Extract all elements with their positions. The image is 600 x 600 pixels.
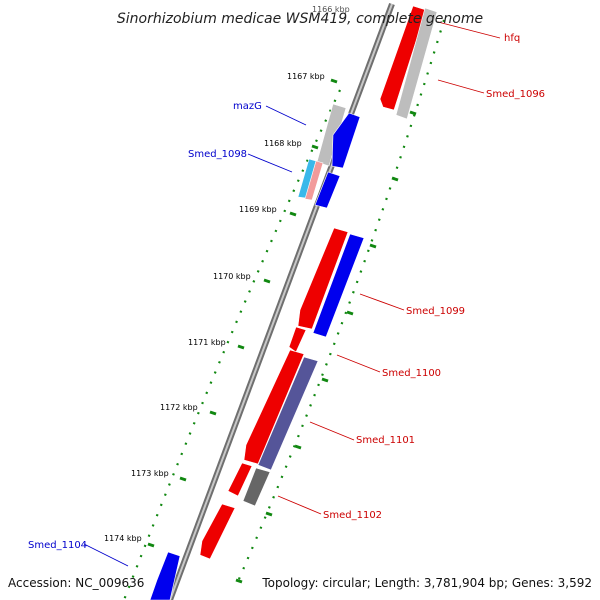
outer-tick-ring: [234, 19, 446, 587]
topology-text: Topology: circular; Length: 3,781,904 bp…: [261, 576, 592, 590]
gene-features: [149, 5, 438, 600]
kbp-label-1167: 1167 kbp: [287, 72, 325, 81]
gene-red-lower[interactable]: [199, 503, 236, 560]
gene-smed-1104[interactable]: [149, 551, 181, 600]
gene-pink[interactable]: [304, 160, 324, 201]
inner-tick-ring: [122, 89, 341, 600]
gene-smed-1100[interactable]: [288, 326, 307, 353]
inner-major-ticks: [147, 78, 338, 548]
gene-smed-1101b[interactable]: [257, 356, 319, 471]
gene-label-mazg[interactable]: mazG: [233, 101, 262, 112]
gene-smed-1101a[interactable]: [243, 349, 305, 465]
kbp-label-1174: 1174 kbp: [104, 534, 142, 543]
gene-label-hfq[interactable]: hfq: [504, 33, 520, 44]
gene-label-smed-1101[interactable]: Smed_1101: [356, 435, 415, 446]
kbp-label-1171: 1171 kbp: [188, 338, 226, 347]
kbp-label-1170: 1170 kbp: [213, 272, 251, 281]
gene-smed-1096[interactable]: [395, 7, 438, 120]
accession-text: Accession: NC_009636: [8, 576, 144, 590]
kbp-label-1173: 1173 kbp: [131, 469, 169, 478]
gene-mazg[interactable]: [316, 103, 347, 167]
kbp-label-1166: 1166 kbp: [312, 5, 350, 14]
genome-backbone-highlight: [169, 3, 393, 600]
gene-label-smed-1100[interactable]: Smed_1100: [382, 368, 441, 379]
kbp-label-1172: 1172 kbp: [160, 403, 198, 412]
outer-major-ticks: [235, 110, 417, 584]
gene-label-smed-1102[interactable]: Smed_1102: [323, 510, 382, 521]
gene-smed-1099b[interactable]: [312, 233, 365, 338]
gene-blue-1097[interactable]: [331, 112, 361, 169]
gene-smed-1102b[interactable]: [242, 467, 271, 507]
map-title: Sinorhizobium medicae WSM419, complete g…: [117, 11, 483, 27]
kbp-label-1169: 1169 kbp: [239, 205, 277, 214]
gene-smed-1099a[interactable]: [297, 227, 349, 330]
gene-label-smed-1096[interactable]: Smed_1096: [486, 89, 545, 100]
gene-label-smed-1099[interactable]: Smed_1099: [406, 306, 465, 317]
gene-label-smed-1104[interactable]: Smed_1104: [28, 540, 87, 551]
gene-smed-1102a[interactable]: [227, 462, 253, 497]
gene-label-smed-1098[interactable]: Smed_1098: [188, 149, 247, 160]
kbp-label-1168: 1168 kbp: [264, 139, 302, 148]
label-leaders: [83, 21, 501, 567]
gene-hfq[interactable]: [379, 5, 427, 111]
gene-blue-small[interactable]: [314, 171, 341, 209]
